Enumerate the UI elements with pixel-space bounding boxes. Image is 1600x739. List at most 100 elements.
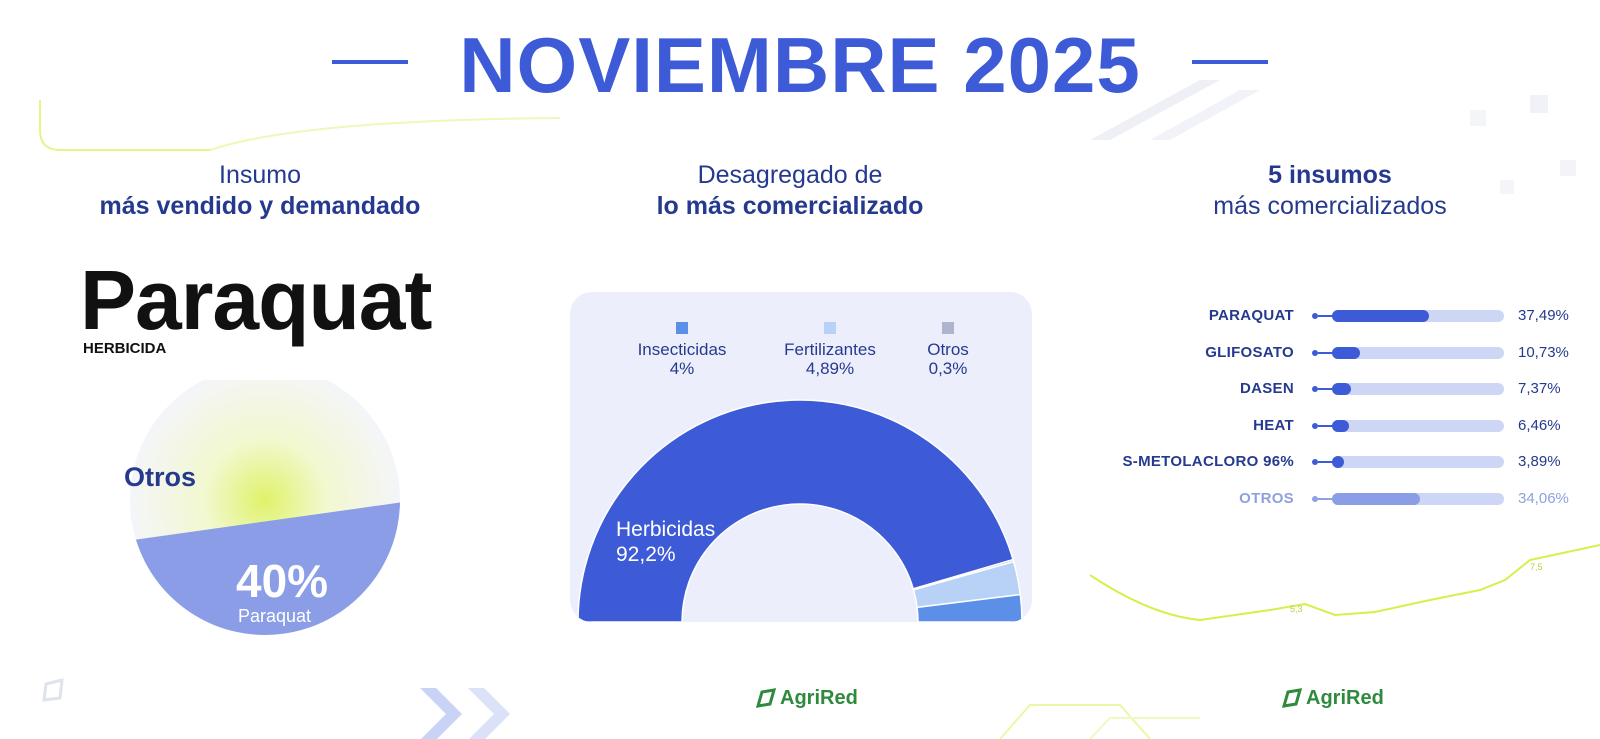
ranking-dot [1312,313,1318,319]
ranking-row-otros: OTROS 34,06% [1040,489,1600,509]
ranking-dot [1312,459,1318,465]
ranking-dot [1312,349,1318,356]
legend-name-fertilizantes: Fertilizantes [784,340,876,359]
middle-heading-line1: Desagregado de [697,161,883,189]
legend-value-fertilizantes: 4,89% [805,359,855,378]
ranking-bar [1332,346,1360,359]
ranking-row-paraquat: PARAQUAT 37,49% [1040,306,1600,326]
legend-name-otros: Otros [927,340,969,359]
herbicidas-value: 92,2% [616,543,676,566]
corner-deco-icon [42,678,64,702]
legend-swatch-fertilizantes [824,322,836,334]
ranking-bar [1332,310,1429,322]
header-dash-right [1192,60,1268,64]
agrired-leaf-icon [756,688,776,708]
chevron-deco-1 [420,688,462,739]
ranking-label: S-METOLACLORO 96% [1122,453,1294,470]
lime-deco-line-top-left [39,100,210,151]
middle-heading-line2: lo más comercializado [656,192,924,220]
ranking-value: 7,37% [1518,380,1561,397]
agrired-logo-middle: AgriRed [756,686,858,710]
slice-herbicidas [577,399,1014,622]
left-heading-line2: más vendido y demandado [99,192,421,220]
ranking-value: 37,49% [1518,307,1569,324]
lime-deco-bottom-2 [1089,717,1200,739]
lime-trend-line [1089,544,1600,622]
ranking-dot [1312,495,1318,502]
grey-deco-square-1 [1530,95,1548,113]
ranking-value: 34,06% [1518,489,1569,507]
ranking-connector [1318,388,1334,390]
grey-deco-stripe-1 [1090,80,1220,140]
grey-deco-square-2 [1560,160,1576,176]
middle-heading: Desagregado de lo más comercializado [580,160,1000,222]
breakdown-semicircle-chart [577,399,1023,622]
ranking-track [1332,456,1504,468]
donut-value-paraquat: 40% [236,555,329,607]
grey-deco-square-4 [1470,110,1486,126]
legend-insecticidas: Insecticidas 4% [612,322,752,378]
paraquat-share-chart [130,380,400,636]
ranking-bar [1332,419,1349,432]
ranking-connector [1318,424,1334,427]
donut-label-otros: Otros [124,462,197,492]
lime-deco-line-top [209,117,561,151]
ranking-connector [1318,351,1334,354]
legend-name-insecticidas: Insecticidas [637,340,727,359]
slice-insecticidas [916,593,1023,622]
ranking-track [1332,346,1504,359]
breakdown-panel [570,292,1032,622]
legend-otros: Otros 0,3% [878,322,1018,378]
agrired-logo-text: AgriRed [1306,686,1384,709]
product-name: Paraquat [80,253,432,347]
herbicidas-name: Herbicidas [616,518,716,541]
ranking-connector [1318,461,1334,463]
chevron-deco-2 [468,688,510,739]
grey-deco-square-3 [1500,180,1514,194]
right-heading: 5 insumos más comercializados [1120,160,1540,222]
trend-label-low: 5,3 [1290,604,1303,614]
lime-deco-bottom [999,704,1151,739]
ranking-value: 3,89% [1518,453,1561,470]
ranking-bar [1332,456,1344,468]
ranking-label: OTROS [1239,489,1294,507]
legend-swatch-otros [942,322,954,334]
ranking-row-heat: HEAT 6,46% [1040,416,1600,436]
left-heading-line1: Insumo [219,161,301,189]
right-heading-line2: más comercializados [1213,192,1447,220]
ranking-track [1332,419,1504,432]
ranking-row-s-metolacloro-96-: S-METOLACLORO 96% 3,89% [1040,452,1600,472]
ranking-row-glifosato: GLIFOSATO 10,73% [1040,343,1600,363]
agrired-leaf-icon [1282,688,1302,708]
header-title: NOVIEMBRE 2025 [459,21,1141,109]
ranking-bar [1332,492,1420,505]
ranking-value: 6,46% [1518,416,1561,434]
slice-paraquat [135,502,400,636]
herbicidas-label: Herbicidas 92,2% [616,517,715,567]
ranking-value: 10,73% [1518,343,1569,361]
legend-value-otros: 0,3% [928,359,968,378]
ranking-dot [1312,386,1318,392]
ranking-bar [1332,383,1351,395]
left-heading: Insumo más vendido y demandado [50,160,470,222]
donut-label-paraquat: Paraquat [238,606,312,626]
agrired-logo-right: AgriRed [1282,686,1384,710]
ranking-connector [1318,497,1334,500]
ranking-label: DASEN [1239,380,1294,397]
legend-value-insecticidas: 4% [669,359,695,378]
product-type: HERBICIDA [83,340,167,357]
ranking-label: PARAQUAT [1208,307,1294,324]
ranking-track [1332,383,1504,395]
agrired-logo-text: AgriRed [780,686,858,709]
trend-label-high: 7,5 [1530,562,1543,572]
grey-deco-stripe-2 [1150,90,1260,140]
legend-fertilizantes: Fertilizantes 4,89% [760,322,900,378]
ranking-connector [1318,315,1334,317]
ranking-label: HEAT [1253,416,1294,434]
ranking-dot [1312,422,1318,429]
header-dash-left [332,60,408,64]
ranking-label: GLIFOSATO [1205,343,1294,361]
